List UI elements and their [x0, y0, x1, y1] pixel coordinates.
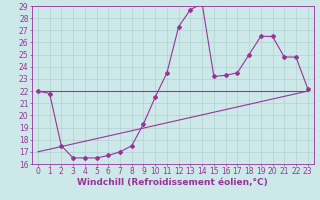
X-axis label: Windchill (Refroidissement éolien,°C): Windchill (Refroidissement éolien,°C): [77, 178, 268, 187]
